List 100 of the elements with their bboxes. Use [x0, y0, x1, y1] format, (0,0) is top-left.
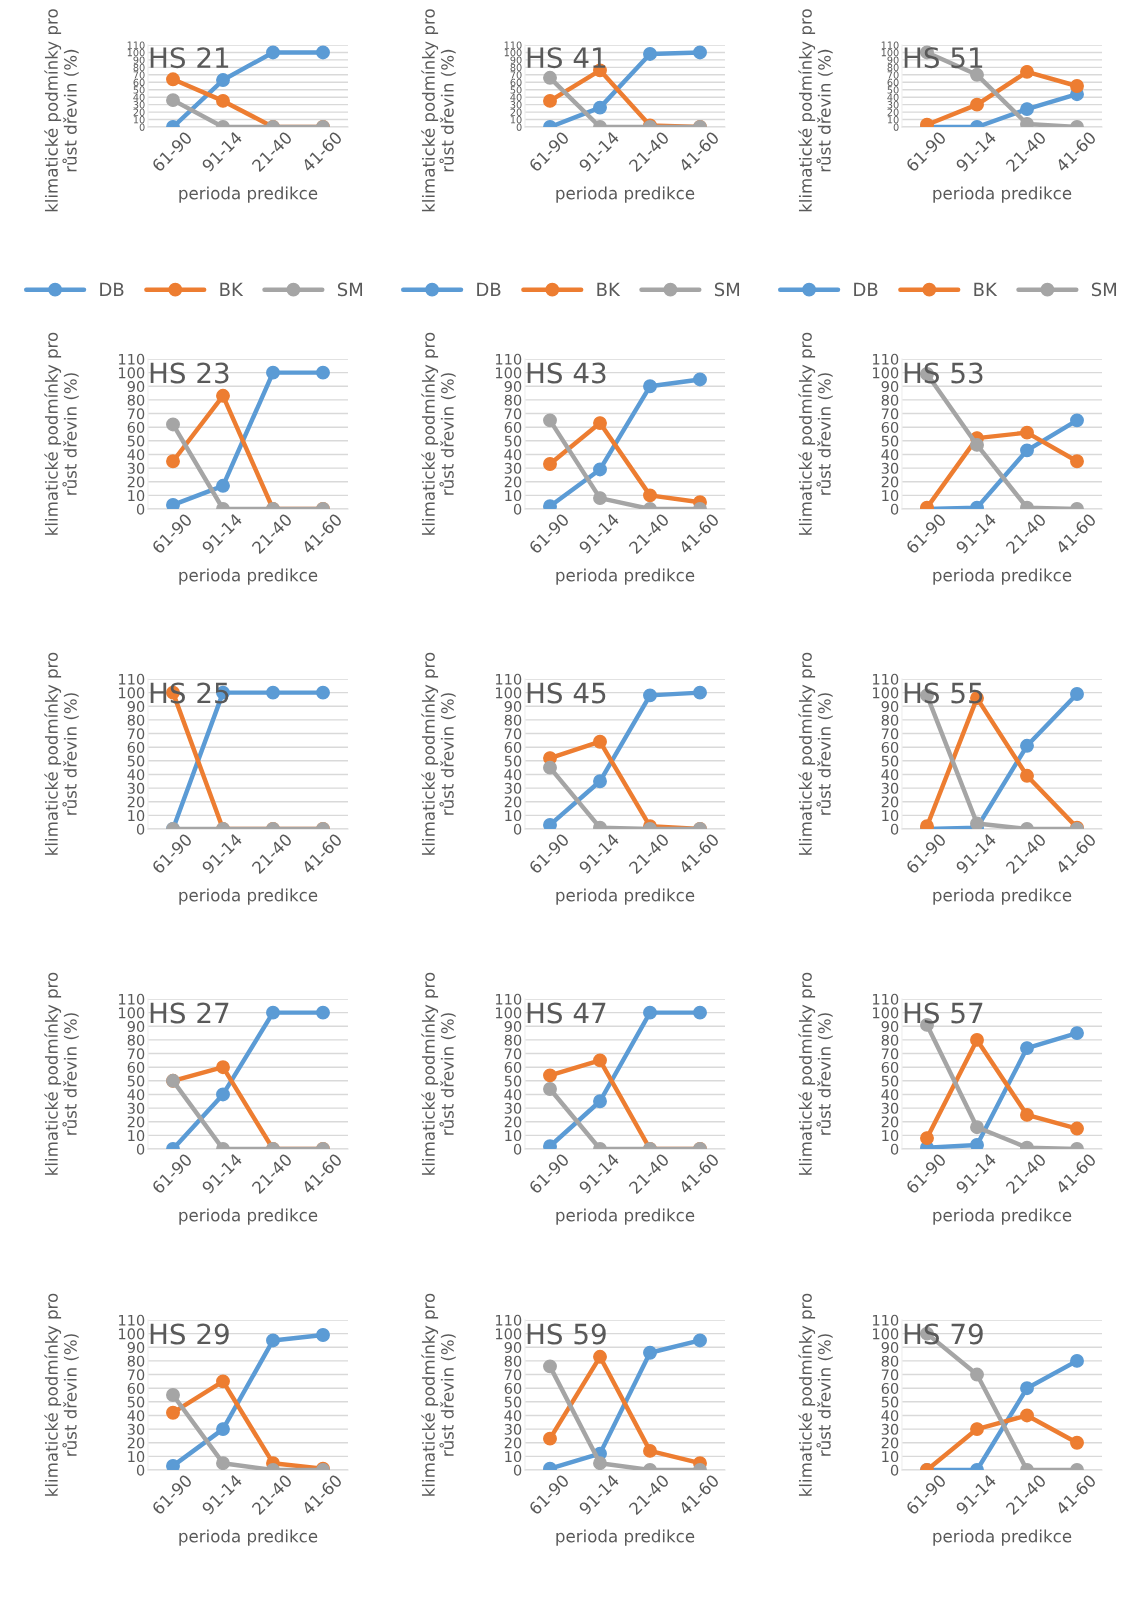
y-tick-label: 10 [505, 810, 522, 822]
y-tick-label: 30 [881, 1423, 899, 1435]
y-tick-label: 40 [127, 449, 145, 461]
y-axis-title: klimatické podmínky pro růst dřevin (%) [798, 9, 833, 212]
chart-title: HS 29 [150, 1323, 229, 1345]
y-tick-label: 90 [504, 1020, 522, 1033]
y-tick-label: 40 [127, 769, 145, 781]
y-tick-label: 90 [881, 700, 899, 713]
y-tick-label: 90 [887, 56, 899, 64]
y-tick-label: 30 [127, 1102, 145, 1114]
y-tick-label: 60 [504, 1061, 522, 1073]
y-tick-label: 30 [510, 101, 522, 109]
point [1020, 1408, 1034, 1423]
y-tick-label: 40 [127, 1410, 145, 1422]
y-tick-label: 80 [127, 1355, 145, 1367]
y-tick-label: 100 [504, 48, 522, 57]
y-tick-label: 110 [495, 993, 522, 1005]
y-tick-label: 20 [504, 476, 522, 488]
y-tick-label: 100 [495, 687, 522, 699]
y-tick-label: 70 [881, 1369, 899, 1381]
point [316, 365, 330, 380]
y-tick-label: 80 [881, 394, 899, 406]
y-tick-label: 0 [890, 823, 899, 835]
y-tick-label: 70 [881, 408, 899, 420]
y-tick-label: 90 [127, 700, 145, 713]
point [543, 70, 557, 85]
point [970, 816, 984, 829]
point [316, 1005, 330, 1020]
chart-title: HS 59 [527, 1323, 606, 1345]
y-tick-label: 10 [128, 1130, 145, 1142]
y-tick-label: 50 [510, 86, 522, 94]
y-tick-label: 40 [510, 93, 522, 102]
point [543, 1082, 557, 1096]
y-tick-label: 60 [504, 421, 522, 433]
y-tick-label: 30 [881, 782, 899, 794]
y-tick-label: 0 [516, 123, 522, 131]
point [543, 1431, 557, 1446]
point [643, 488, 657, 503]
y-tick-label: 60 [127, 1061, 145, 1073]
point [593, 734, 607, 749]
y-tick-label: 50 [133, 86, 145, 94]
y-tick-label: 30 [127, 462, 145, 474]
y-tick-label: 60 [127, 741, 145, 753]
point [593, 774, 607, 789]
point [543, 1359, 557, 1374]
y-axis-title: klimatické podmínky pro růst dřevin (%) [798, 652, 833, 855]
point [166, 1388, 180, 1402]
y-tick-label: 110 [495, 673, 522, 685]
point [970, 437, 984, 452]
point [266, 1333, 280, 1348]
legend-label: SM [1091, 282, 1117, 297]
point [693, 685, 707, 700]
y-tick-label: 50 [504, 435, 522, 447]
y-tick-label: 60 [881, 421, 899, 433]
point [1020, 443, 1034, 458]
point [543, 457, 557, 471]
y-tick-label: 60 [504, 741, 522, 753]
legend-label: BK [974, 282, 998, 296]
y-tick-label: 0 [890, 1143, 899, 1155]
point [1020, 768, 1034, 783]
y-tick-label: 80 [504, 394, 522, 406]
y-axis-title: klimatické podmínky pro růst dřevin (%) [421, 1293, 456, 1496]
y-tick-label: 110 [504, 41, 522, 49]
point [593, 1349, 607, 1364]
point [643, 1005, 657, 1020]
y-tick-label: 100 [495, 1328, 522, 1340]
y-tick-label: 80 [504, 1355, 522, 1367]
y-tick-label: 10 [887, 116, 899, 124]
x-axis-title: perioda predikce [179, 568, 318, 585]
y-tick-label: 40 [504, 1089, 522, 1101]
point [266, 45, 280, 60]
y-tick-label: 40 [881, 1089, 899, 1101]
y-tick-label: 10 [128, 1451, 145, 1463]
y-tick-label: 0 [513, 503, 522, 515]
point [216, 1456, 230, 1470]
y-axis-title: klimatické podmínky pro růst dřevin (%) [44, 9, 79, 212]
point [1070, 79, 1084, 93]
y-tick-label: 90 [881, 1020, 899, 1033]
y-tick-label: 0 [136, 503, 145, 515]
y-tick-label: 100 [872, 367, 899, 379]
y-tick-label: 50 [127, 1075, 145, 1087]
point [643, 1345, 657, 1360]
point [593, 462, 607, 477]
chart-title: HS 53 [904, 362, 983, 384]
y-tick-label: 70 [504, 408, 522, 420]
y-tick-label: 100 [118, 1007, 145, 1019]
y-tick-label: 10 [882, 1130, 899, 1142]
y-tick-label: 60 [881, 1061, 899, 1073]
y-tick-label: 0 [890, 1464, 899, 1476]
y-tick-label: 50 [504, 1396, 522, 1408]
y-tick-label: 0 [136, 1464, 145, 1476]
y-tick-label: 10 [128, 490, 145, 502]
y-tick-label: 100 [118, 687, 145, 699]
y-tick-label: 60 [881, 1382, 899, 1394]
y-tick-label: 40 [133, 93, 145, 102]
point [1020, 1041, 1034, 1056]
legend-label: SM [714, 282, 740, 297]
y-tick-label: 60 [504, 1382, 522, 1394]
y-tick-label: 30 [881, 1102, 899, 1114]
x-axis-title: perioda predikce [933, 568, 1072, 585]
